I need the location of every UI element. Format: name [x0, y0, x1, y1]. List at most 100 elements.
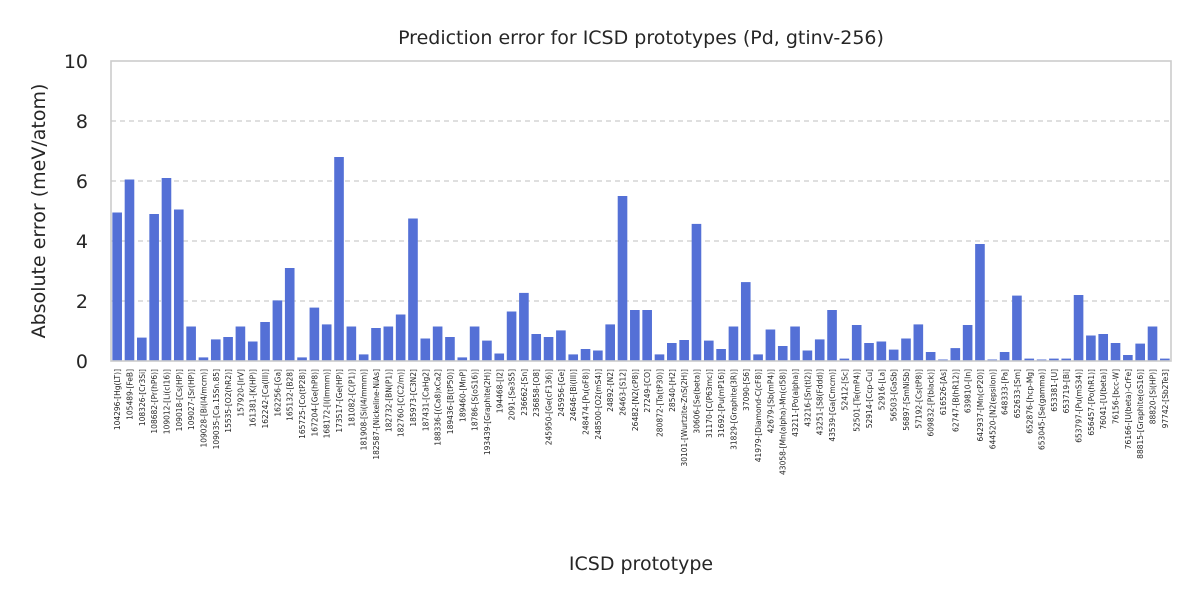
bar	[149, 214, 159, 361]
bar	[1135, 343, 1145, 361]
bar	[260, 322, 270, 361]
x-tick-label: 193439-[Graphite(2H)]	[483, 369, 492, 455]
bar	[482, 340, 492, 361]
x-tick-label: 109028-[Bi(I4/mcm)]	[199, 369, 208, 448]
y-tick-label: 2	[76, 291, 88, 313]
bar	[765, 329, 776, 361]
bar	[703, 340, 714, 361]
chart-title: Prediction error for ICSD prototypes (Pd…	[398, 27, 884, 49]
bar	[124, 179, 135, 361]
x-tick-label: 109027-[Sr(HP)]	[187, 369, 196, 430]
x-tick-label: 652876-[hcp-Mg]	[1025, 369, 1034, 434]
x-tick-label: 31170-[C(P63mc)]	[705, 369, 714, 438]
bar	[593, 350, 603, 361]
bar	[137, 337, 147, 361]
x-tick-label: 97742-[Sb2Te3]	[1161, 369, 1170, 428]
bar	[568, 354, 579, 361]
x-tick-label: 56897-[SmNiSb]	[902, 369, 911, 431]
bar	[667, 343, 677, 361]
bar	[617, 196, 628, 361]
x-tick-label: 653719-[Bi]	[1062, 369, 1071, 413]
x-tick-label: 642937-[Mn(cP20)]	[976, 369, 985, 442]
bar	[383, 326, 394, 361]
bar	[469, 326, 480, 361]
x-tick-label: 248474-[Pu(oF8)]	[582, 369, 591, 435]
bar	[247, 341, 258, 361]
bar	[679, 340, 689, 361]
bar	[1049, 358, 1059, 361]
bar	[173, 209, 184, 361]
bar	[1098, 334, 1109, 361]
bar	[420, 338, 431, 361]
y-tick-label: 0	[76, 351, 88, 373]
x-tick-label: 42679-[Sb(mP4)]	[766, 369, 775, 433]
x-tick-label: 161381-[K(HP)]	[249, 369, 258, 427]
x-tick-label: 245956-[Ge]	[557, 369, 566, 417]
x-tick-label: 245950-[Ge(cF136)]	[545, 369, 554, 445]
bar	[999, 352, 1010, 361]
bar	[457, 357, 468, 361]
bar	[297, 357, 307, 361]
x-tick-label: 616526-[As]	[939, 369, 948, 415]
x-tick-label: 30606-[Se(beta)]	[692, 369, 701, 434]
plot-frame	[110, 60, 1172, 362]
x-tick-label: 2091-[Se3S5]	[508, 369, 517, 420]
x-tick-label: 236662-[Sn]	[520, 369, 529, 416]
y-tick-label: 6	[76, 171, 88, 193]
x-tick-label: 639810-[In]	[964, 369, 973, 413]
x-tick-label: 52916-[La]	[877, 369, 886, 410]
x-tick-label: 26463-[S12]	[619, 369, 628, 416]
bar	[1024, 358, 1035, 361]
bar	[1061, 358, 1072, 361]
bar	[395, 314, 406, 361]
x-tick-label: 28540-[H2]	[668, 369, 677, 412]
x-tick-label: 248500-[O2(mS4)]	[594, 369, 603, 440]
bar	[1086, 335, 1096, 361]
y-tick-label: 4	[76, 231, 88, 253]
x-tick-label: 189460-[MnP]	[458, 369, 467, 422]
bar	[408, 218, 418, 361]
bar	[777, 346, 788, 361]
x-tick-label: 653381-[U]	[1050, 369, 1059, 412]
bar	[1147, 326, 1158, 361]
x-tick-label: 187431-[CaHg2]	[421, 369, 430, 431]
bar	[235, 326, 246, 361]
x-tick-label: 189436-[B(tP50)]	[446, 369, 455, 434]
x-tick-label: 43058-[Mn(alpha)-Mn(cI58)]	[779, 369, 788, 475]
x-tick-label: 108326-[Cr3Si]	[138, 369, 147, 426]
x-tick-label: 88815-[Graphite(oS16)]	[1136, 369, 1145, 459]
bar	[962, 325, 973, 361]
bar	[519, 292, 529, 361]
bar	[753, 354, 763, 361]
bar	[223, 337, 233, 361]
bar	[432, 326, 443, 361]
x-tick-label: 648333-[Pa]	[1001, 369, 1010, 415]
bar	[186, 326, 196, 361]
bar	[1160, 358, 1170, 361]
x-tick-label: 52412-[Sc]	[840, 369, 849, 410]
x-tick-label: 105489-[FeB]	[125, 369, 134, 420]
bar	[839, 358, 850, 361]
bar	[716, 349, 726, 361]
x-tick-label: 18786-[S(oS16)]	[471, 369, 480, 431]
bar	[605, 324, 615, 361]
x-tick-label: 41979-[Diamond-C(cF8)]	[754, 369, 763, 462]
bar	[691, 223, 702, 361]
bar	[814, 339, 825, 361]
x-tick-label: 653045-[Se(gamma)]	[1038, 369, 1047, 450]
bar	[346, 326, 357, 361]
x-tick-label: 165725-[Co(tP28)]	[298, 369, 307, 439]
x-tick-label: 181082-[C(P1)]	[347, 369, 356, 427]
x-tick-label: 43539-[Ga(Cmcm)]	[828, 369, 837, 442]
bar	[642, 310, 652, 361]
x-tick-label: 109018-[Cs(HP)]	[175, 369, 184, 431]
x-tick-label: 653797-[Pu(mS34)]	[1075, 369, 1084, 443]
x-tick-label: 76156-[bcc-W]	[1112, 369, 1121, 424]
x-tick-label: 37090-[S6]	[742, 369, 751, 411]
x-axis-ticks: 104296-[Hg(LT)] 105489-[FeB] 108326-[Cr3Si…	[113, 369, 1170, 475]
bar	[321, 324, 332, 361]
bar	[1073, 295, 1084, 361]
